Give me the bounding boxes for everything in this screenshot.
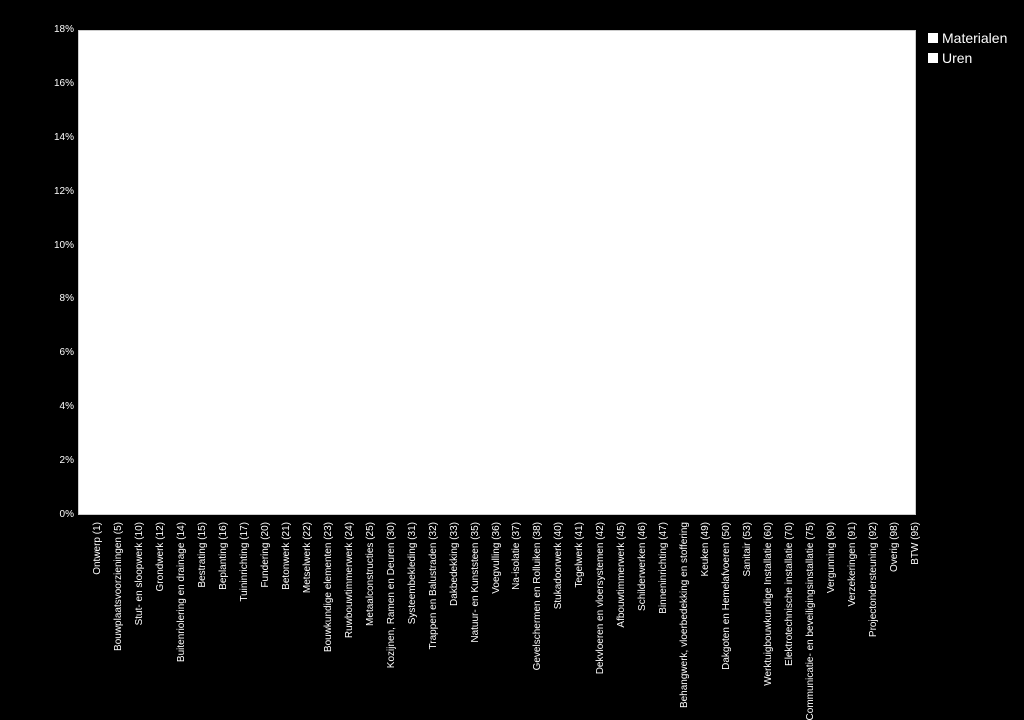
x-tick-label: BTW (95) <box>910 522 921 565</box>
x-tick-label: Bestrating (15) <box>197 522 208 588</box>
x-tick-label: Binneninrichting (47) <box>658 522 669 614</box>
x-tick-label: Bouwplaatsvoorzieningen (5) <box>113 522 124 651</box>
x-tick-label: Tuininrichting (17) <box>239 522 250 602</box>
x-tick-label: Ruwbouwtimmerwerk (24) <box>344 522 355 638</box>
x-tick-label: Sanitair (53) <box>742 522 753 576</box>
x-tick-label: Grondwerk (12) <box>155 522 166 591</box>
x-tick-label: Metaalconstructies (25) <box>365 522 376 626</box>
x-tick-label: Voegvulling (36) <box>491 522 502 594</box>
y-tick-label: 12% <box>54 187 74 197</box>
x-tick-label: Stut- en sloopwerk (10) <box>134 522 145 625</box>
legend: Materialen Uren <box>928 30 1007 70</box>
x-tick-label: Na-isolatie (37) <box>511 522 522 590</box>
y-tick-label: 4% <box>60 402 74 412</box>
x-tick-label: Ontwerp (1) <box>92 522 103 575</box>
x-tick-label: Beplanting (16) <box>218 522 229 590</box>
x-tick-label: Keuken (49) <box>700 522 711 576</box>
y-tick-label: 8% <box>60 294 74 304</box>
y-tick-label: 10% <box>54 241 74 251</box>
legend-label: Uren <box>942 50 972 66</box>
legend-label: Materialen <box>942 30 1007 46</box>
x-tick-label: Kozijnen, Ramen en Deuren (30) <box>386 522 397 668</box>
x-tick-label: Bouwkundige elementen (23) <box>323 522 334 652</box>
x-tick-label: Stukadoorwerk (40) <box>553 522 564 609</box>
x-tick-label: Buitenriolering en drainage (14) <box>176 522 187 662</box>
x-tick-label: Natuur- en Kunststeen (35) <box>470 522 481 643</box>
x-tick-label: Schilderwerken (46) <box>637 522 648 611</box>
y-axis: 0%2%4%6%8%10%12%14%16%18% <box>48 30 78 515</box>
x-tick-label: Trappen en Balustraden (32) <box>428 522 439 650</box>
x-tick-label: Vergunning (90) <box>826 522 837 593</box>
x-tick-label: Fundering (20) <box>260 522 271 588</box>
x-tick-label: Systeembekleding (31) <box>407 522 418 624</box>
legend-item-materialen: Materialen <box>928 30 1007 46</box>
x-tick-label: Metselwerk (22) <box>302 522 313 593</box>
x-tick-label: Werktuigbouwkundige Installatie (60) <box>763 522 774 686</box>
x-tick-label: Projectondersteuning (92) <box>868 522 879 637</box>
x-tick-label: Gevelschermen en Rolluiken (38) <box>532 522 543 670</box>
y-tick-label: 14% <box>54 133 74 143</box>
x-tick-label: Betonwerk (21) <box>281 522 292 590</box>
x-tick-label: Afbouwtimmerwerk (45) <box>616 522 627 628</box>
plot-area <box>78 30 916 515</box>
x-tick-label: Tegelwerk (41) <box>574 522 585 588</box>
chart-container <box>78 30 916 515</box>
y-tick-label: 16% <box>54 79 74 89</box>
y-tick-label: 0% <box>60 510 74 520</box>
legend-swatch-icon <box>928 33 938 43</box>
legend-item-uren: Uren <box>928 50 1007 66</box>
x-tick-label: Overig (98) <box>889 522 900 572</box>
x-axis: Ontwerp (1) Bouwplaatsvoorzieningen (5) St… <box>78 520 916 685</box>
x-tick-label: Verzekeringen (91) <box>847 522 858 607</box>
x-tick-label: Behangwerk, vloerbedekking en stoffering <box>679 522 690 708</box>
x-tick-label: Dakbedekking (33) <box>449 522 460 606</box>
x-tick-label: Dekvloeren en vloersystemen (42) <box>595 522 606 674</box>
x-tick-label: Dakgoten en Hemelafvoeren (50) <box>721 522 732 670</box>
y-tick-label: 2% <box>60 456 74 466</box>
x-tick-label: Elektrotechnische installatie (70) <box>784 522 795 666</box>
y-tick-label: 18% <box>54 25 74 35</box>
y-tick-label: 6% <box>60 348 74 358</box>
legend-swatch-icon <box>928 53 938 63</box>
x-tick-label: Communicatie- en beveiligingsinstallatie… <box>805 522 816 720</box>
